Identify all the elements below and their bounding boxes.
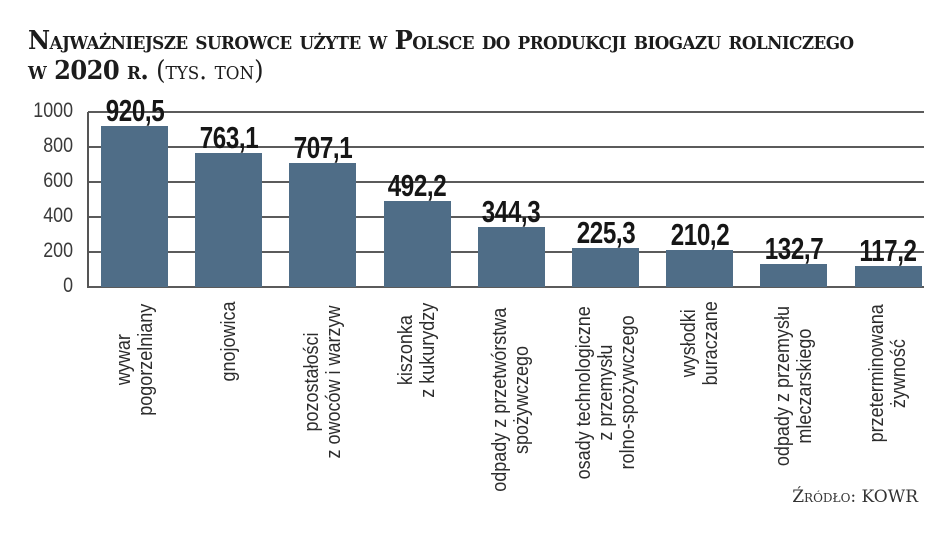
y-tick-label: 200 [43,239,73,262]
y-axis-line [87,112,89,288]
x-category-line: z kukurydzy [417,302,440,398]
x-category-line: spożywczego [511,345,534,454]
y-tick-label: 1000 [33,99,73,122]
bar-value-label: 117,2 [859,233,917,269]
bar-value-label: 344,3 [482,193,541,229]
x-category-line: odpady z przetwórstwa [489,307,512,492]
y-tick-label: 400 [43,204,73,227]
bar [666,250,734,287]
bar [101,125,168,287]
x-category-text: przeterminowana żywność [866,297,910,450]
y-tick-label: 800 [43,134,73,157]
chart-title-unit: (tys. ton) [156,56,264,86]
x-category-line: przeterminowana [866,304,889,443]
bar-value-label: 225,3 [576,214,635,250]
gridline [88,181,924,183]
x-category-text: wysłodki buraczane [678,297,722,390]
x-category-line: gnojowica [217,301,240,382]
x-category-text: osady technologiczne z przemysłu rolno-spo… [573,297,639,489]
bar [383,200,451,287]
bar-value-label: 707,1 [293,130,353,166]
y-tick-label: 0 [63,274,73,297]
x-category-text: odpady z przetwórstwa spożywczego [489,297,533,502]
x-category-line: mleczarskiego [793,328,816,444]
bar [854,266,922,287]
bar-value-label: 210,2 [670,217,729,253]
x-category-line: kiszonka [395,315,418,386]
y-tick-label: 600 [43,169,73,192]
x-category-line: wywar [112,334,135,386]
chart-title: Najważniejsze surowce użyte w Polsce do … [28,26,865,86]
gridline [88,146,924,148]
x-category-line: z owoców i warzyw [322,305,345,459]
bar-value-label: 763,1 [199,120,258,156]
x-category-line: wysłodki [677,309,700,378]
x-category-line: pogorzelniany [134,303,157,416]
x-category-line: buraczane [699,301,722,386]
bar-value-label: 132,7 [764,230,824,266]
x-category-line: z przemysłu [594,344,617,441]
gridline [88,111,924,113]
bar [760,263,828,287]
bar [289,163,357,287]
bar-value-label: 492,2 [387,167,447,203]
gridline [88,216,924,218]
x-category-text: pozostałości z owoców i warzyw [301,297,345,467]
bar [195,153,263,287]
x-category-line: żywność [888,338,911,408]
bar-value-label: 920,5 [105,92,164,128]
x-category-line: rolno-spożywczego [616,315,639,470]
x-category-line: odpady z przemysłu [771,306,794,467]
x-category-text: kiszonka z kukurydzy [395,297,439,403]
x-category-text: gnojowica [218,297,240,386]
x-category-line: pozostałości [300,332,323,432]
gridline [88,286,924,288]
x-category-line: osady technologiczne [572,306,595,480]
bar [572,247,639,287]
x-category-text: wywar pogorzelniany [113,297,157,422]
chart-title-main: Najważniejsze surowce użyte w Polsce do … [28,26,854,86]
source-note: Źródło: KOWR [792,487,918,507]
bar [477,226,545,287]
x-category-text: odpady z przemysłu mleczarskiego [772,297,816,475]
